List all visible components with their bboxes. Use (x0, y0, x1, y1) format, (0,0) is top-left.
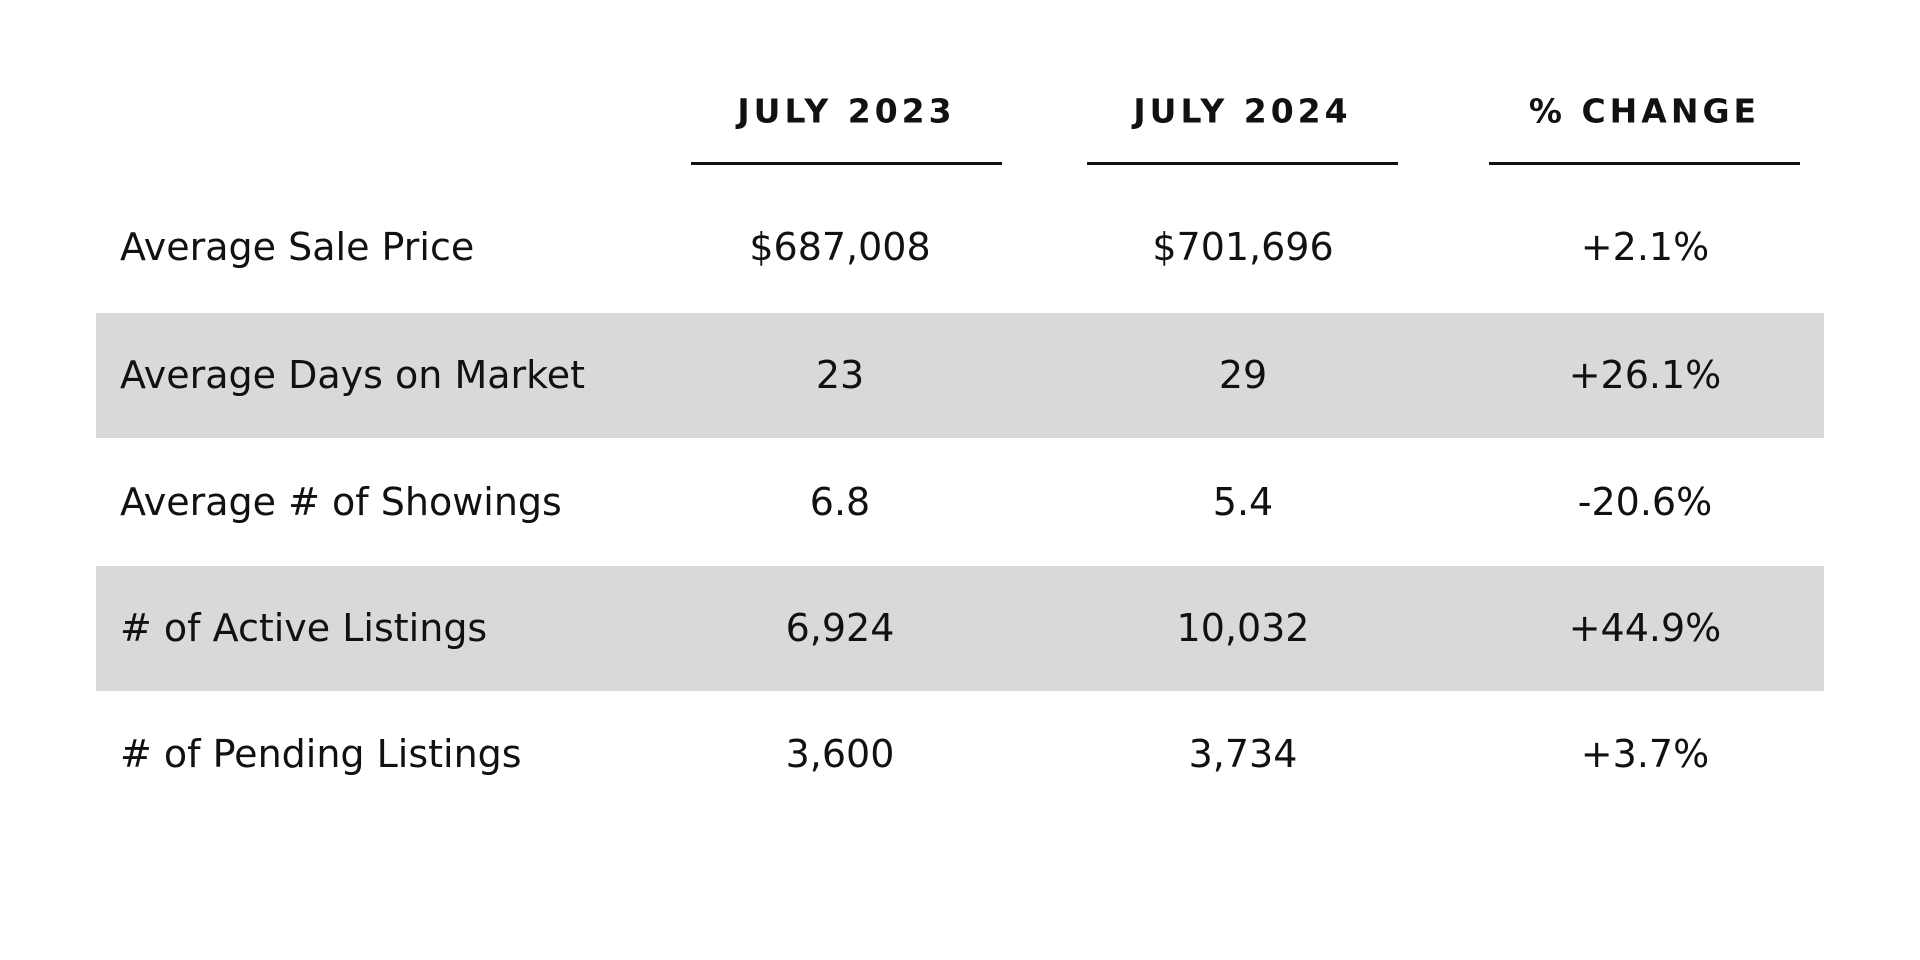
header-rule (1489, 162, 1800, 165)
cell: 10,032 (1176, 606, 1310, 650)
cell: 5.4 (1212, 480, 1274, 524)
cell: 3,600 (785, 732, 895, 776)
column-header: % CHANGE (1528, 91, 1761, 131)
row-label: Average # of Showings (120, 480, 562, 524)
row-label: Average Sale Price (120, 225, 475, 269)
cell: +3.7% (1580, 732, 1710, 776)
cell: 23 (815, 353, 865, 397)
column-header: JULY 2024 (1133, 91, 1352, 131)
header-rule (1087, 162, 1398, 165)
column-header: JULY 2023 (737, 91, 956, 131)
cell: +2.1% (1580, 225, 1710, 269)
row-label: # of Pending Listings (120, 732, 522, 776)
row-band (96, 566, 1824, 691)
cell: 6.8 (809, 480, 871, 524)
cell: +26.1% (1568, 353, 1722, 397)
cell: $687,008 (749, 225, 931, 269)
row-band (96, 313, 1824, 438)
cell: 29 (1218, 353, 1268, 397)
cell: 6,924 (785, 606, 895, 650)
row-label: Average Days on Market (120, 353, 586, 397)
cell: 3,734 (1188, 732, 1298, 776)
header-rule (691, 162, 1002, 165)
cell: -20.6% (1577, 480, 1713, 524)
cell: $701,696 (1152, 225, 1334, 269)
row-label: # of Active Listings (120, 606, 488, 650)
cell: +44.9% (1568, 606, 1722, 650)
